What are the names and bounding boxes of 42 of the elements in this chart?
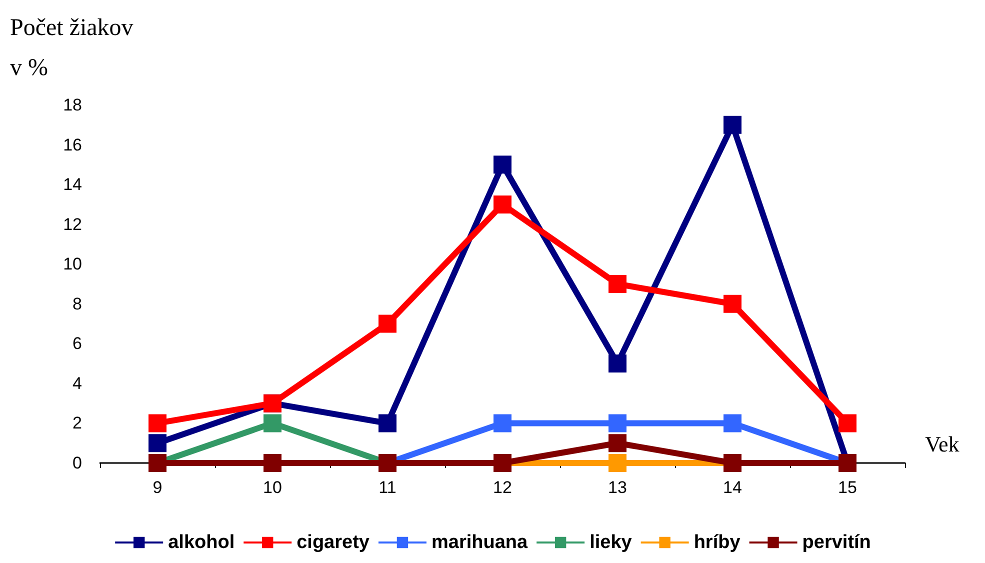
point <box>724 116 742 134</box>
x-axis-title: Vek <box>925 432 960 456</box>
point <box>724 294 742 313</box>
y-tick-label: 8 <box>72 294 82 314</box>
x-tick-label: 12 <box>493 478 512 497</box>
y-tick-label: 18 <box>63 96 82 114</box>
x-tick-label: 10 <box>263 478 282 497</box>
x-tick-label: 14 <box>723 478 742 497</box>
y-tick-label: 14 <box>63 175 82 194</box>
point <box>838 414 856 432</box>
y-tick-label: 16 <box>63 135 82 154</box>
x-tick-label: 11 <box>378 478 396 497</box>
point <box>608 414 626 432</box>
point <box>378 314 396 333</box>
y-tick-label: 0 <box>72 454 82 472</box>
point <box>494 414 512 432</box>
y-tick-label: 2 <box>72 414 82 433</box>
legend-label: marihuana <box>431 532 528 553</box>
legend-label: cigarety <box>296 532 370 553</box>
legend-label: alkohol <box>168 532 235 553</box>
point <box>494 195 512 214</box>
legend-label: hríby <box>694 532 741 553</box>
y-tick-label: 10 <box>63 254 82 274</box>
point <box>724 414 742 432</box>
x-tick-label: 9 <box>152 478 162 497</box>
x-tick-label: 15 <box>838 478 857 497</box>
y-tick-label: 4 <box>72 374 82 393</box>
point <box>608 454 626 472</box>
legend-label: pervitín <box>802 532 871 553</box>
point <box>148 434 166 452</box>
point <box>608 275 626 293</box>
point <box>148 414 166 432</box>
y-axis-title: Počet žiakov v % <box>10 15 134 81</box>
point <box>378 414 396 432</box>
point <box>608 434 626 452</box>
y-tick-label: 6 <box>72 334 82 354</box>
point <box>494 156 512 174</box>
x-tick-label: 13 <box>608 478 627 497</box>
point <box>264 414 282 432</box>
y-tick-label: 12 <box>63 214 82 234</box>
point <box>608 354 626 373</box>
legend-label: lieky <box>590 532 632 553</box>
